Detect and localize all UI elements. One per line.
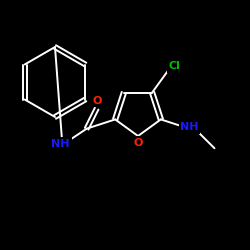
Text: Cl: Cl: [169, 61, 180, 71]
Text: O: O: [93, 96, 102, 106]
Text: O: O: [133, 138, 143, 148]
Text: NH: NH: [52, 139, 70, 149]
Text: NH: NH: [180, 122, 199, 132]
